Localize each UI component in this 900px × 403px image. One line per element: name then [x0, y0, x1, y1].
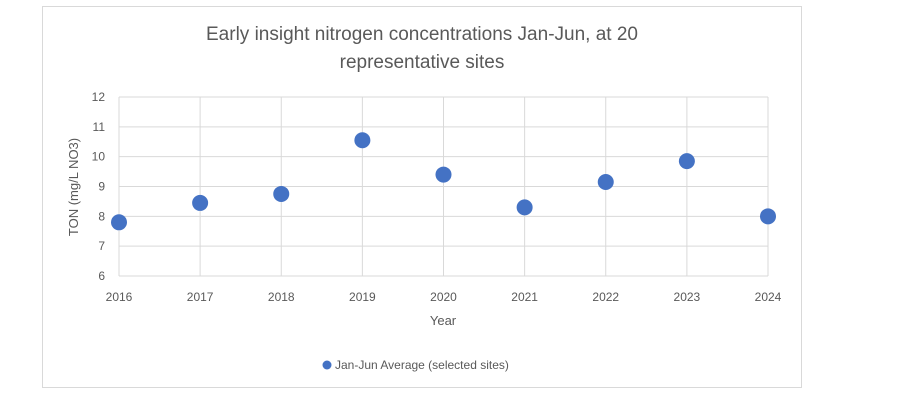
x-tick-label: 2021 — [511, 290, 538, 304]
data-point — [597, 174, 614, 191]
data-point — [516, 199, 533, 216]
x-tick-label: 2023 — [674, 290, 701, 304]
x-axis-ticks: 2016 2017 2018 2019 2020 2021 2022 2023 2024 — [106, 290, 782, 304]
y-tick-label: 10 — [92, 150, 106, 164]
data-point — [192, 194, 209, 211]
chart-title-line-2: representative sites — [340, 52, 505, 73]
chart-frame — [42, 6, 802, 388]
y-tick-label: 11 — [93, 120, 106, 134]
x-tick-label: 2022 — [592, 290, 619, 304]
data-point — [111, 214, 127, 231]
data-point — [273, 185, 290, 202]
data-point — [354, 132, 371, 149]
data-point — [678, 153, 695, 170]
data-points — [111, 132, 776, 231]
x-tick-label: 2024 — [755, 290, 782, 304]
data-point — [760, 208, 776, 225]
x-tick-label: 2020 — [430, 290, 457, 304]
x-axis-title: Year — [430, 313, 457, 328]
y-tick-label: 6 — [98, 269, 105, 283]
y-tick-label: 12 — [92, 90, 106, 104]
grid-lines — [118, 96, 769, 277]
legend-label: Jan-Jun Average (selected sites) — [335, 358, 509, 372]
y-tick-label: 9 — [98, 180, 105, 194]
x-tick-label: 2019 — [349, 290, 376, 304]
chart-title-line-1: Early insight nitrogen concentrations Ja… — [206, 24, 638, 45]
x-tick-label: 2017 — [187, 290, 214, 304]
y-tick-label: 8 — [98, 209, 105, 223]
data-point — [435, 166, 452, 183]
x-tick-label: 2018 — [268, 290, 295, 304]
legend-marker — [322, 360, 332, 370]
y-tick-label: 7 — [98, 239, 105, 253]
legend: Jan-Jun Average (selected sites) — [322, 358, 509, 372]
y-axis-ticks: 6 7 8 9 10 11 12 — [92, 90, 106, 283]
x-tick-label: 2016 — [106, 290, 133, 304]
y-axis-title: TON (mg/L NO3) — [66, 138, 81, 236]
